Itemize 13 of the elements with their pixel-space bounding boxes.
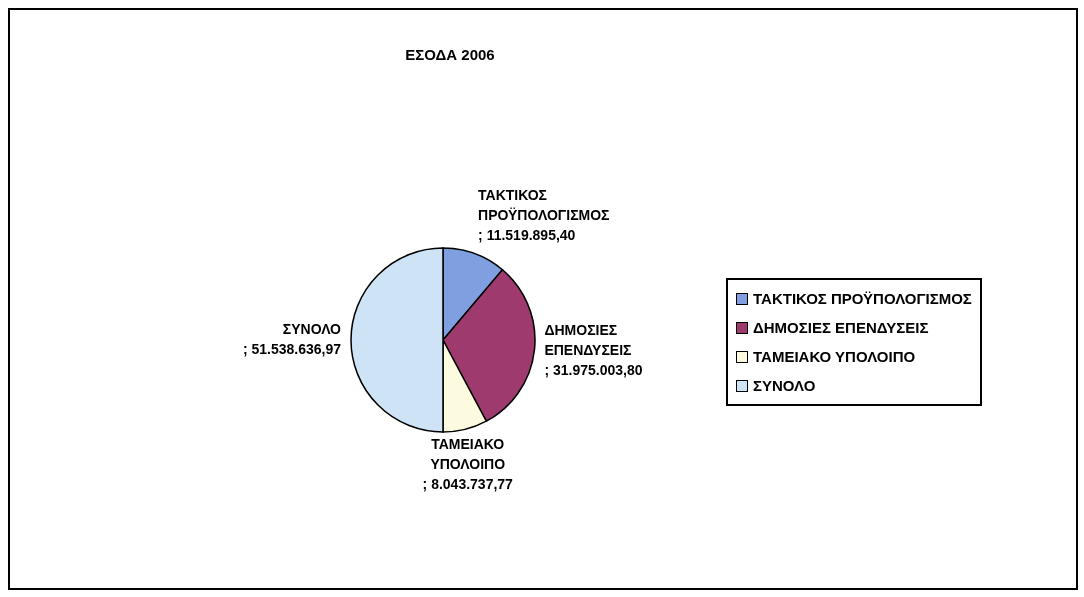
legend-label: ΤΑΚΤΙΚΟΣ ΠΡΟΫΠΟΛΟΓΙΣΜΟΣ xyxy=(753,290,972,307)
data-label: ; 11.519.895,40 xyxy=(478,227,576,244)
slice-label: ΔΗΜΟΣΙΕΣ ΕΠΕΝΔΥΣΕΙΣ xyxy=(544,321,632,358)
legend-label: ΤΑΜΕΙΑΚΟ ΥΠΟΛΟΙΠΟ xyxy=(753,348,916,365)
legend-label: ΔΗΜΟΣΙΕΣ ΕΠΕΝΔΥΣΕΙΣ xyxy=(753,319,929,336)
data-label: ; 31.975.003,80 xyxy=(544,361,643,378)
chart-title: ΕΣΟΔΑ 2006 xyxy=(404,46,496,63)
slice-label: ΣΥΝΟΛΟ xyxy=(282,321,342,337)
slice-label: ΤΑΚΤΙΚΟΣ ΠΡΟΫΠΟΛΟΓΙΣΜΟΣ xyxy=(478,187,610,224)
data-label: ; 51.538.636,97 xyxy=(242,341,342,357)
legend-label: ΣΥΝΟΛΟ xyxy=(753,377,816,394)
data-label: ; 8.043.737,77 xyxy=(422,475,514,492)
slice-label: ΤΑΜΕΙΑΚΟ ΥΠΟΛΟΙΠΟ xyxy=(430,435,506,472)
